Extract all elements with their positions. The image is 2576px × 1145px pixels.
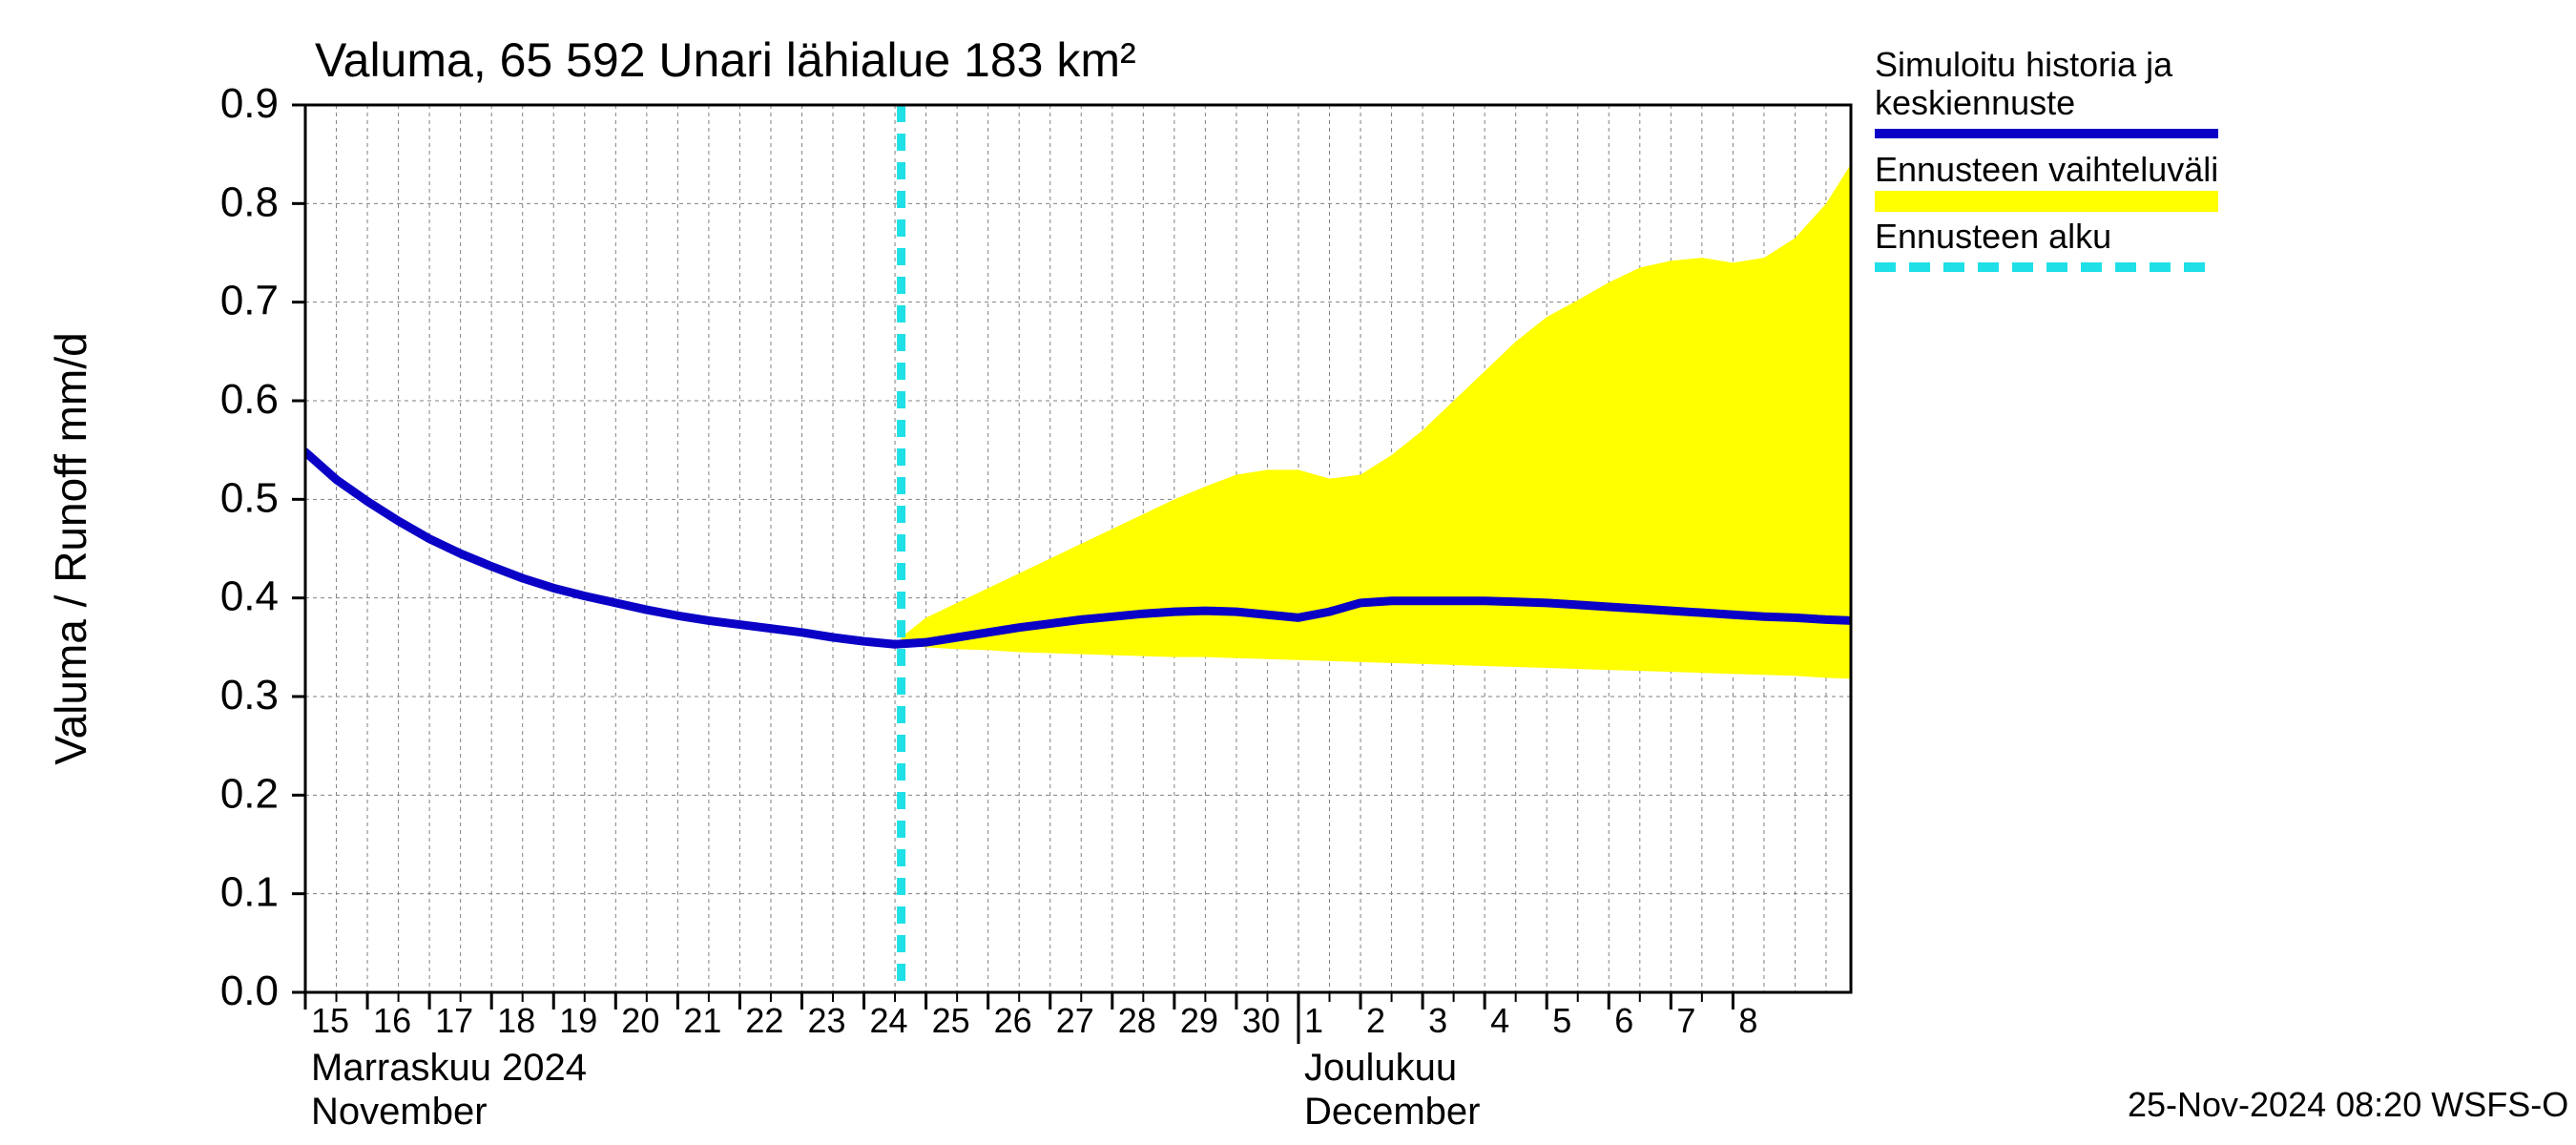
xtick-label: 3 [1428,1001,1447,1040]
ytick-label: 0.0 [220,968,279,1014]
ytick-label: 0.2 [220,770,279,817]
legend-label: Ennusteen alku [1875,217,2111,256]
chart-container: 0.00.10.20.30.40.50.60.70.80.91516171819… [0,0,2576,1145]
xtick-label: 21 [683,1001,721,1040]
xtick-label: 20 [621,1001,659,1040]
xtick-label: 17 [435,1001,473,1040]
ytick-label: 0.3 [220,672,279,718]
xtick-label: 24 [870,1001,908,1040]
y-axis-label: Valuma / Runoff mm/d [46,332,95,764]
runoff-chart: 0.00.10.20.30.40.50.60.70.80.91516171819… [0,0,2576,1145]
ytick-label: 0.7 [220,278,279,324]
month-label-line2: December [1304,1091,1481,1133]
xtick-label: 8 [1738,1001,1757,1040]
xtick-label: 25 [932,1001,970,1040]
ytick-label: 0.5 [220,474,279,521]
legend-swatch-band [1875,191,2218,212]
xtick-label: 18 [497,1001,535,1040]
xtick-label: 30 [1242,1001,1280,1040]
xtick-label: 6 [1614,1001,1633,1040]
month-label-line1: Joulukuu [1304,1047,1457,1089]
ytick-label: 0.9 [220,80,279,127]
month-label-line1: Marraskuu 2024 [311,1047,587,1089]
footer-timestamp: 25-Nov-2024 08:20 WSFS-O [2128,1085,2568,1124]
xtick-label: 15 [311,1001,349,1040]
xtick-label: 2 [1366,1001,1385,1040]
xtick-label: 7 [1676,1001,1695,1040]
ytick-label: 0.1 [220,869,279,916]
xtick-label: 16 [373,1001,411,1040]
xtick-label: 1 [1304,1001,1323,1040]
month-label-line2: November [311,1091,488,1133]
legend-label: Simuloitu historia ja [1875,45,2173,84]
xtick-label: 5 [1552,1001,1571,1040]
xtick-label: 26 [994,1001,1032,1040]
ytick-label: 0.4 [220,573,279,620]
xtick-label: 22 [745,1001,783,1040]
xtick-label: 29 [1180,1001,1218,1040]
xtick-label: 27 [1056,1001,1094,1040]
legend-label: Ennusteen vaihteluväli [1875,150,2218,189]
chart-title: Valuma, 65 592 Unari lähialue 183 km² [315,33,1136,87]
ytick-label: 0.8 [220,178,279,225]
xtick-label: 28 [1118,1001,1156,1040]
xtick-label: 4 [1490,1001,1509,1040]
xtick-label: 19 [559,1001,597,1040]
legend-label: keskiennuste [1875,83,2075,122]
xtick-label: 23 [807,1001,845,1040]
ytick-label: 0.6 [220,376,279,423]
